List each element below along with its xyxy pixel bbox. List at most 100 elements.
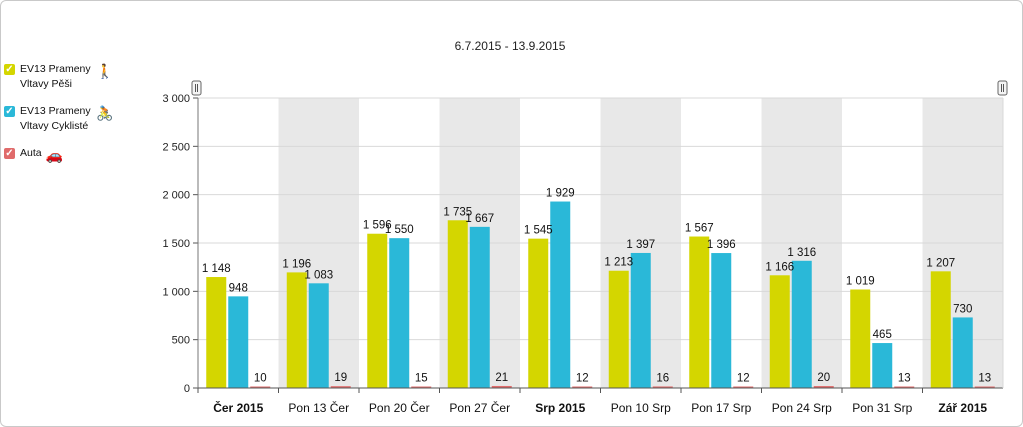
scroll-handle-left[interactable]: [191, 80, 202, 96]
bicycle-icon: 🚴: [96, 105, 114, 121]
bar-2-5: [550, 201, 571, 388]
scroll-handle-left-box: [191, 80, 202, 96]
data-label: 20: [817, 372, 830, 384]
x-tick-label: Srp 2015: [535, 401, 585, 415]
y-tick-label: 1 000: [162, 286, 190, 298]
bar-2-2: [308, 283, 329, 388]
data-label: 465: [873, 329, 892, 341]
legend-label-2: EV13 Prameny Vltavy Cyklisté: [20, 105, 91, 132]
x-tick-label: Pon 10 Srp: [611, 401, 671, 415]
bar-1-4: [447, 220, 468, 388]
data-label: 1 396: [707, 239, 736, 251]
data-label: 10: [254, 373, 267, 385]
data-label: 1 735: [443, 206, 472, 218]
data-label: 12: [737, 373, 750, 385]
bar-3-8: [813, 386, 834, 388]
bar-1-6: [608, 270, 629, 388]
bar-3-10: [974, 386, 995, 388]
data-label: 1 196: [282, 258, 311, 270]
data-label: 21: [495, 372, 508, 384]
bar-3-9: [894, 386, 915, 388]
bar-2-8: [791, 260, 812, 388]
y-tick-label: 2 500: [162, 141, 190, 153]
bar-3-6: [652, 386, 673, 388]
y-tick-label: 1 500: [162, 238, 190, 250]
data-label: 1 083: [304, 269, 333, 281]
data-label: 1 316: [787, 247, 816, 259]
data-label: 1 019: [846, 275, 875, 287]
axes: 0 500 1 000 1 500 2 000 2 500 3 000 Čer 2015 Pon…: [162, 93, 1004, 415]
x-tick-label: Pon 13 Čer: [288, 400, 349, 415]
scroll-handles: [191, 80, 1008, 96]
y-tick-label: 500: [172, 335, 190, 347]
data-label: 19: [334, 372, 347, 384]
y-tick-label: 2 000: [162, 190, 190, 202]
bars: [206, 201, 995, 388]
bar-3-1: [250, 386, 271, 388]
data-label: 1 397: [626, 239, 655, 251]
bar-1-10: [930, 271, 951, 388]
data-label: 13: [898, 373, 911, 385]
bar-3-3: [411, 386, 432, 388]
bar-1-5: [528, 238, 549, 388]
scroll-handle-right[interactable]: [997, 80, 1008, 96]
data-label: 1 550: [385, 224, 414, 236]
data-label: 1 567: [685, 223, 714, 235]
x-tick-label: Čer 2015: [213, 400, 263, 415]
bar-2-4: [469, 226, 490, 388]
bar-2-7: [711, 253, 732, 388]
bar-2-1: [228, 296, 249, 388]
x-tick-label: Pon 27 Čer: [449, 400, 510, 415]
legend-item-2[interactable]: ✓ EV13 Prameny Vltavy Cyklisté 🚴: [4, 104, 134, 134]
data-label: 1 929: [546, 188, 575, 200]
legend-item-1[interactable]: ✓ EV13 Prameny Vltavy Pěši 🚶: [4, 62, 134, 92]
data-label: 13: [978, 373, 991, 385]
data-label: 1 545: [524, 225, 553, 237]
x-tick-label: Pon 17 Srp: [691, 401, 751, 415]
bar-1-1: [206, 277, 227, 388]
bar-3-5: [572, 386, 593, 388]
bar-2-6: [630, 252, 651, 388]
data-label: 12: [576, 373, 589, 385]
bar-2-9: [872, 343, 893, 388]
data-label: 1 207: [926, 257, 955, 269]
bar-3-4: [491, 385, 512, 388]
bar-1-2: [286, 272, 307, 388]
data-label: 15: [415, 373, 428, 385]
pedestrian-icon: 🚶: [96, 63, 114, 79]
x-tick-label: Pon 31 Srp: [852, 401, 912, 415]
bar-1-8: [769, 275, 790, 388]
data-label: 730: [953, 303, 972, 315]
data-label: 1 148: [202, 263, 231, 275]
legend-checkbox-3[interactable]: ✓: [4, 148, 15, 159]
legend-item-3[interactable]: ✓ Auta 🚗: [4, 146, 134, 164]
chart-title: 6.7.2015 - 13.9.2015: [455, 39, 566, 53]
y-tick-label: 3 000: [162, 93, 190, 105]
data-label: 1 596: [363, 220, 392, 232]
data-label: 1 166: [765, 261, 794, 273]
legend-label-1: EV13 Prameny Vltavy Pěši: [20, 63, 91, 90]
bar-1-9: [850, 289, 871, 388]
bar-2-3: [389, 238, 410, 388]
data-label: 1 213: [604, 257, 633, 269]
legend: ✓ EV13 Prameny Vltavy Pěši 🚶 ✓ EV13 Prameny …: [4, 62, 134, 176]
bar-2-10: [952, 317, 973, 388]
legend-label-3: Auta: [20, 147, 42, 159]
bar-1-7: [689, 236, 710, 388]
bar-1-3: [367, 233, 388, 388]
x-tick-label: Pon 20 Čer: [369, 400, 430, 415]
bar-3-2: [330, 386, 351, 388]
x-tick-label: Pon 24 Srp: [772, 401, 832, 415]
x-tick-label: Zář 2015: [938, 401, 987, 415]
bar-3-7: [733, 386, 754, 388]
car-icon: 🚗: [45, 147, 64, 163]
data-label: 1 667: [465, 213, 494, 225]
y-tick-label: 0: [184, 383, 190, 395]
legend-checkbox-2[interactable]: ✓: [4, 106, 15, 117]
data-label: 948: [229, 282, 248, 294]
scroll-handle-right-box: [997, 80, 1008, 96]
data-label: 16: [656, 372, 669, 384]
legend-checkbox-1[interactable]: ✓: [4, 64, 15, 75]
